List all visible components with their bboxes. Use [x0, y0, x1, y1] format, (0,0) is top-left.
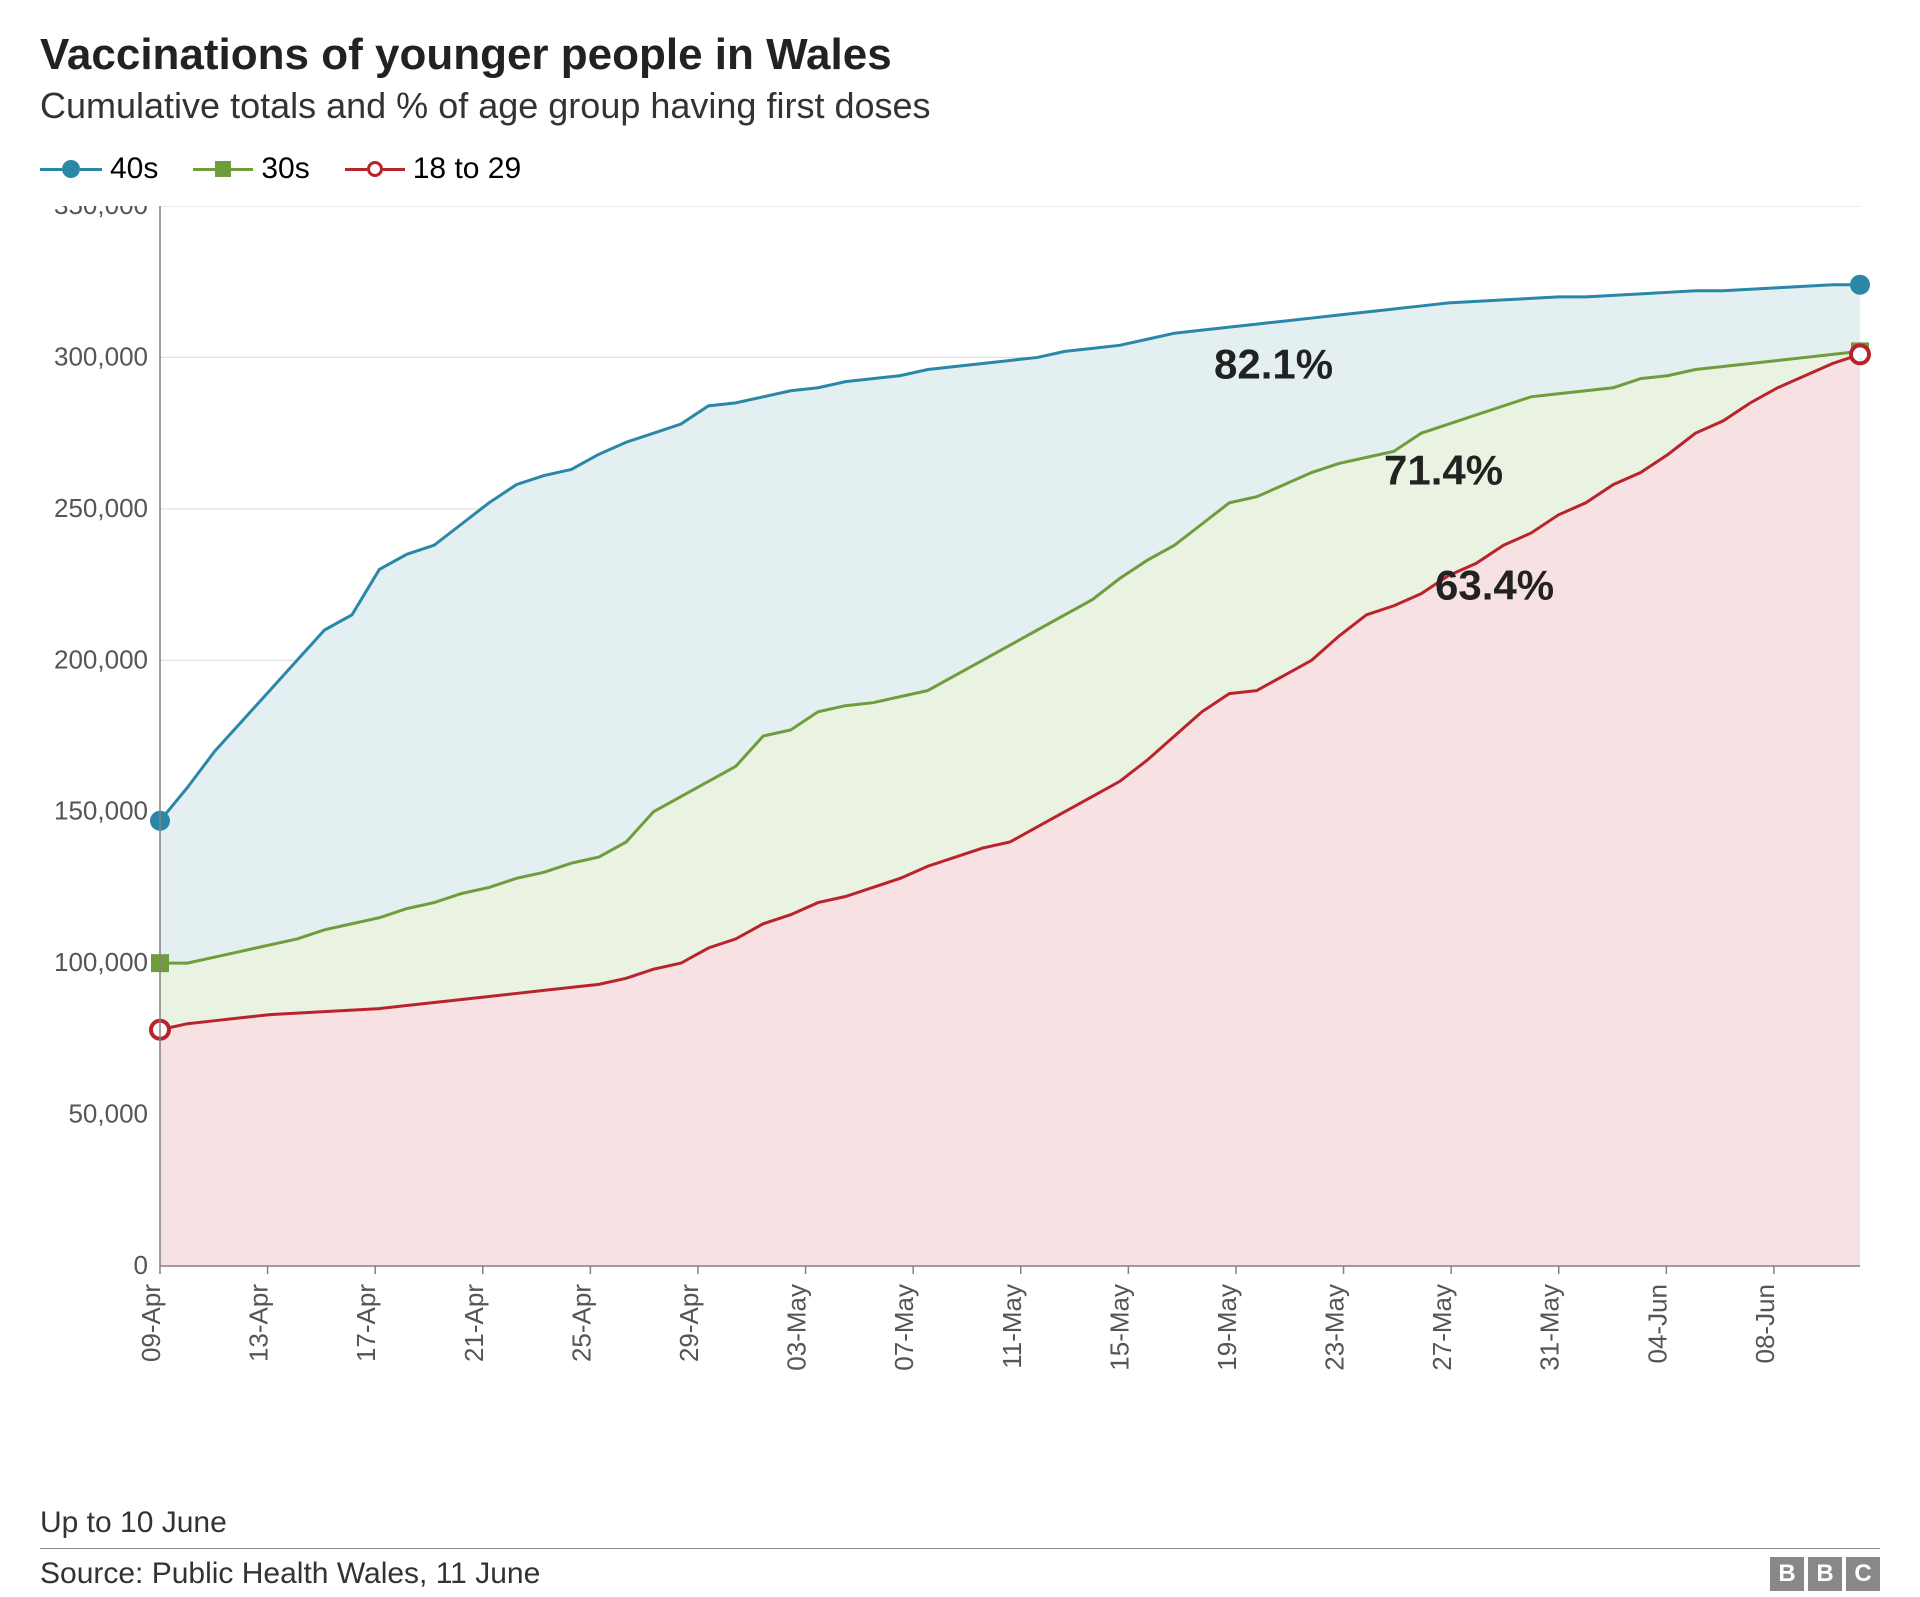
legend-marker-icon — [215, 161, 231, 177]
y-tick-label: 50,000 — [68, 1099, 148, 1129]
percentage-annotation: 63.4% — [1435, 562, 1554, 609]
legend-marker-icon — [62, 160, 80, 178]
bbc-logo-block: B — [1770, 1557, 1804, 1591]
percentage-annotation: 71.4% — [1384, 447, 1503, 494]
x-tick-label: 21-Apr — [459, 1284, 489, 1362]
legend-label: 18 to 29 — [413, 152, 521, 186]
chart-svg: 0 50,000 100,000 150,000 200,000 250,000 300,0… — [40, 206, 1880, 1406]
x-tick-label: 23-May — [1320, 1284, 1350, 1371]
x-tick-label: 27-May — [1427, 1284, 1457, 1371]
chart-subtitle: Cumulative totals and % of age group hav… — [40, 85, 1880, 127]
x-tick-label: 13-Apr — [244, 1284, 274, 1362]
bbc-logo: BBC — [1770, 1557, 1880, 1591]
legend-item: 40s — [40, 152, 158, 186]
legend-item: 18 to 29 — [345, 152, 521, 186]
x-tick-label: 09-Apr — [136, 1284, 166, 1362]
x-tick-label: 19-May — [1212, 1284, 1242, 1371]
legend-label: 30s — [261, 152, 309, 186]
legend-label: 40s — [110, 152, 158, 186]
chart-plot-area: 0 50,000 100,000 150,000 200,000 250,000 300,0… — [40, 206, 1880, 1406]
percentage-annotation: 82.1% — [1214, 341, 1333, 388]
chart-container: Vaccinations of younger people in Wales … — [0, 0, 1920, 1597]
footer-source-row: Source: Public Health Wales, 11 June BBC — [40, 1549, 1880, 1591]
y-tick-label: 300,000 — [54, 341, 148, 371]
x-tick-label: 17-Apr — [351, 1284, 381, 1362]
y-tick-label: 350,000 — [54, 206, 148, 220]
bbc-logo-block: C — [1846, 1557, 1880, 1591]
legend: 40s 30s 18 to 29 — [40, 152, 1880, 186]
x-tick-label: 07-May — [889, 1284, 919, 1371]
y-tick-label: 0 — [134, 1250, 148, 1280]
x-tick-label: 29-Apr — [674, 1284, 704, 1362]
x-tick-label: 11-May — [997, 1284, 1027, 1369]
x-tick-label: 15-May — [1104, 1284, 1134, 1371]
legend-item: 30s — [193, 152, 309, 186]
y-tick-label: 250,000 — [54, 493, 148, 523]
bbc-logo-block: B — [1808, 1557, 1842, 1591]
y-tick-label: 100,000 — [54, 947, 148, 977]
source-text: Source: Public Health Wales, 11 June — [40, 1557, 540, 1591]
x-tick-label: 31-May — [1535, 1284, 1565, 1371]
y-tick-label: 200,000 — [54, 644, 148, 674]
x-tick-label: 08-Jun — [1750, 1284, 1780, 1364]
legend-marker-icon — [367, 161, 383, 177]
x-tick-label: 04-Jun — [1642, 1284, 1672, 1364]
x-tick-label: 25-Apr — [566, 1284, 596, 1362]
y-tick-label: 150,000 — [54, 796, 148, 826]
chart-title: Vaccinations of younger people in Wales — [40, 30, 1880, 80]
footer-note: Up to 10 June — [40, 1506, 1880, 1549]
x-tick-label: 03-May — [782, 1284, 812, 1371]
